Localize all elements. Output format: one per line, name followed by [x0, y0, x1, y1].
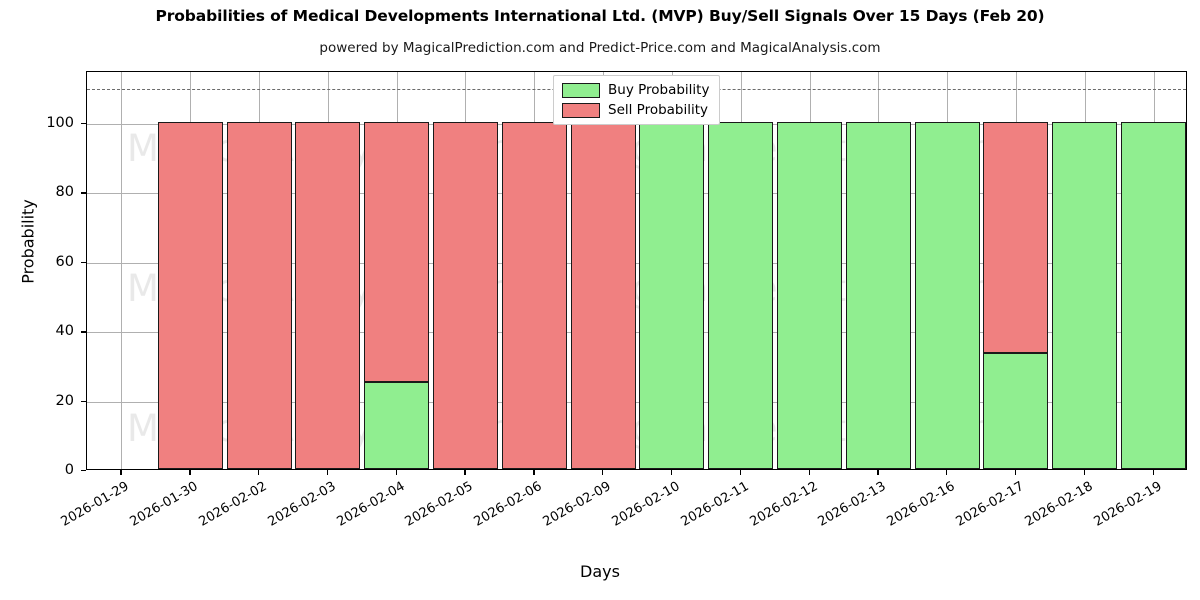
x-tick-mark: [1014, 470, 1017, 475]
x-tick-mark: [189, 470, 191, 475]
bar-group[interactable]: [432, 72, 498, 469]
chart-title: Probabilities of Medical Developments In…: [155, 7, 1045, 25]
x-tick-mark: [808, 470, 810, 475]
y-axis-label: Probability: [18, 199, 38, 284]
x-tick-mark: [877, 470, 879, 475]
x-tick-mark: [464, 470, 466, 475]
bar-segment-sell[interactable]: [226, 122, 292, 469]
y-tick-label: 60: [55, 253, 74, 270]
gridline-horizontal: [87, 401, 1186, 403]
x-tick-mark: [670, 470, 673, 475]
bar-segment-sell[interactable]: [364, 122, 430, 383]
legend-item-buy: Buy Probability: [562, 82, 709, 98]
bar-group[interactable]: [570, 72, 636, 469]
bar-segment-buy[interactable]: [639, 122, 705, 469]
y-tick-label: 0: [64, 462, 74, 478]
gridline-horizontal: [87, 332, 1186, 334]
y-tick-label: 40: [55, 323, 74, 340]
bar-group[interactable]: [226, 72, 292, 469]
legend-label-buy: Buy Probability: [608, 82, 710, 98]
y-tick-mark: [81, 123, 86, 125]
bar-segment-buy[interactable]: [364, 382, 430, 469]
x-tick-mark: [1152, 470, 1154, 475]
x-tick-mark: [120, 470, 122, 475]
bar-segment-sell[interactable]: [432, 122, 498, 469]
gridline-vertical: [121, 72, 123, 469]
bar-group[interactable]: [501, 72, 567, 469]
bar-segment-buy[interactable]: [914, 122, 980, 469]
bar-segment-buy[interactable]: [983, 353, 1049, 469]
bar-group[interactable]: [845, 72, 911, 469]
gridline-horizontal: [87, 193, 1186, 195]
y-tick-mark: [81, 192, 86, 194]
legend-label-sell: Sell Probability: [608, 102, 709, 118]
bar-segment-sell[interactable]: [295, 122, 361, 469]
x-tick-mark: [395, 470, 397, 475]
legend-swatch-buy: [562, 82, 600, 98]
bar-group[interactable]: [708, 72, 774, 469]
bar-segment-buy[interactable]: [1052, 122, 1118, 469]
y-tick-label: 20: [55, 392, 74, 409]
x-tick-mark: [1083, 470, 1086, 475]
bar-group[interactable]: [295, 72, 361, 469]
x-tick-mark: [602, 470, 604, 475]
y-tick-mark: [81, 331, 86, 333]
bar-segment-sell[interactable]: [570, 122, 636, 469]
chart-subtitle: powered by MagicalPrediction.com and Pre…: [319, 40, 881, 56]
chart-legend: Buy Probability Sell Probability: [553, 75, 721, 125]
bar-group[interactable]: [1052, 72, 1118, 469]
x-tick-mark: [946, 470, 948, 475]
y-tick-label: 100: [46, 115, 74, 132]
bar-segment-buy[interactable]: [845, 122, 911, 469]
legend-item-sell: Sell Probability: [562, 102, 709, 118]
y-tick-label: 80: [55, 184, 74, 201]
bar-segment-sell[interactable]: [983, 122, 1049, 354]
bar-group[interactable]: [777, 72, 843, 469]
x-axis-label: Days: [580, 562, 620, 581]
bar-segment-buy[interactable]: [1121, 122, 1186, 469]
gridline-horizontal: [87, 262, 1186, 264]
bar-group[interactable]: [914, 72, 980, 469]
bar-group[interactable]: [983, 72, 1049, 469]
legend-swatch-sell: [562, 102, 600, 118]
y-tick-mark: [81, 400, 86, 402]
bar-group[interactable]: [157, 72, 223, 469]
bar-segment-sell[interactable]: [157, 122, 223, 469]
x-tick-mark: [258, 470, 260, 475]
x-tick-mark: [739, 470, 742, 475]
bar-segment-buy[interactable]: [708, 122, 774, 469]
bar-group[interactable]: [364, 72, 430, 469]
bar-group[interactable]: [1121, 72, 1186, 469]
x-tick-mark: [326, 470, 329, 475]
plot-area: MagicalAnalysis.comMagicalPrediction.com…: [86, 71, 1187, 470]
y-tick-mark: [81, 470, 86, 472]
bar-segment-buy[interactable]: [777, 122, 843, 469]
bar-group[interactable]: [639, 72, 705, 469]
bar-segment-sell[interactable]: [501, 122, 567, 469]
y-tick-mark: [81, 261, 86, 264]
x-tick-mark: [533, 470, 535, 475]
